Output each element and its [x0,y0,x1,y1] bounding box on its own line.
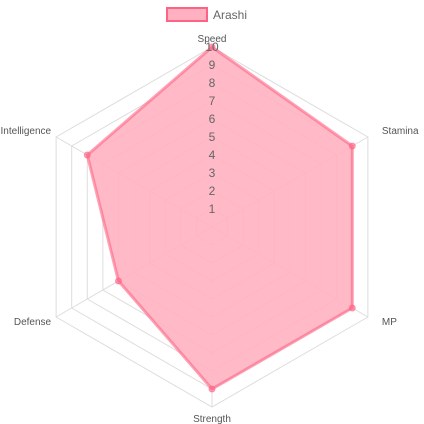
axis-label-speed: Speed [198,34,227,45]
axis-label-strength: Strength [193,414,231,424]
legend[interactable]: Arashi [166,7,247,22]
data-point-speed[interactable] [208,43,216,51]
legend-label-arashi: Arashi [213,8,247,22]
tick-label-10: 10 [205,40,219,54]
data-point-intelligence[interactable] [83,151,91,159]
data-point-mp[interactable] [348,304,356,312]
tick-label-3: 3 [209,166,216,180]
data-point-strength[interactable] [208,385,216,393]
tick-label-4: 4 [209,148,216,162]
radar-tick-labels: 1 2 3 4 5 6 7 8 9 10 [205,40,219,216]
tick-label-8: 8 [209,76,216,90]
series-area-arashi [85,45,354,391]
tick-label-5: 5 [209,130,216,144]
tick-label-1: 1 [209,202,216,216]
data-point-stamina[interactable] [348,142,356,150]
radar-series [85,45,354,391]
tick-label-2: 2 [209,184,216,198]
axis-label-defense: Defense [14,317,52,328]
radar-points [83,43,356,393]
radar-axis-labels: Speed Stamina MP Strength Defense Intelligenc… [1,34,419,424]
data-point-defense[interactable] [114,277,122,285]
tick-label-9: 9 [209,58,216,72]
axis-label-mp: MP [382,317,397,328]
axis-label-intelligence: Intelligence [1,126,52,137]
tick-label-7: 7 [209,94,216,108]
tick-label-6: 6 [209,112,216,126]
legend-swatch-arashi [166,7,208,22]
axis-label-stamina: Stamina [382,126,419,137]
